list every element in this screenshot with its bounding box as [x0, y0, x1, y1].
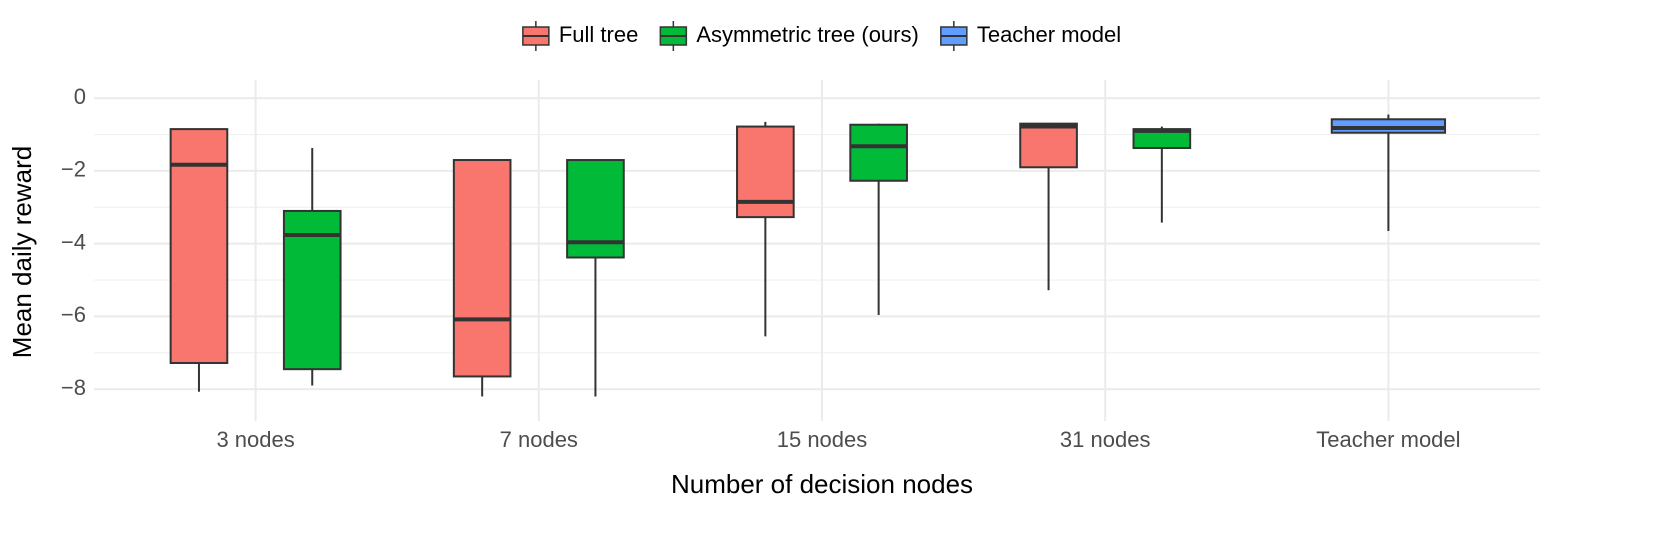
y-tick-label: 0 — [74, 84, 86, 109]
box-group — [452, 159, 512, 397]
x-tick-label: 31 nodes — [1060, 427, 1151, 452]
legend-label: Full tree — [559, 22, 638, 47]
y-tick-label: −8 — [61, 375, 86, 400]
x-tick-label: 3 nodes — [216, 427, 294, 452]
legend-label: Asymmetric tree (ours) — [696, 22, 918, 47]
y-tick-label: −2 — [61, 157, 86, 182]
x-tick-label: 15 nodes — [777, 427, 868, 452]
legend-label: Teacher model — [977, 22, 1121, 47]
box-group — [1019, 122, 1078, 291]
box-group — [566, 159, 625, 397]
box — [849, 123, 908, 182]
box-group — [282, 148, 342, 386]
box — [282, 209, 342, 371]
x-axis-title: Number of decision nodes — [671, 469, 973, 499]
y-tick-label: −6 — [61, 302, 86, 327]
box-group — [849, 123, 908, 315]
box — [1019, 122, 1078, 169]
y-tick-label: −4 — [61, 229, 86, 254]
box — [169, 128, 229, 364]
box-group — [169, 128, 229, 392]
box-group — [1330, 114, 1447, 231]
legend: Full tree Asymmetric tree (ours) Teacher m… — [522, 21, 1121, 51]
box-group — [736, 121, 795, 337]
x-tick-label: Teacher model — [1316, 427, 1460, 452]
box-group — [1132, 126, 1192, 223]
box — [452, 159, 512, 378]
y-axis-title: Mean daily reward — [7, 146, 37, 358]
x-tick-label: 7 nodes — [500, 427, 578, 452]
box — [1330, 118, 1447, 134]
